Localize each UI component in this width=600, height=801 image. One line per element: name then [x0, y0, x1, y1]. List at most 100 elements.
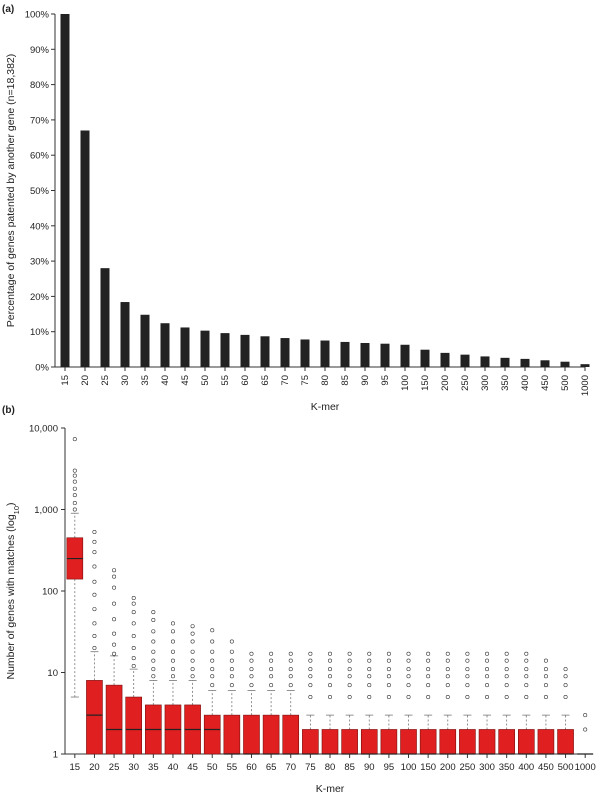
- panel-a-axes: 0% 10% 20% 30% 40% 50% 60% 70% 80% 90% 100% 15 20 25 3…: [25, 10, 591, 397]
- panel-b-outlier-point: [563, 667, 568, 672]
- panel-b-outlier-point: [347, 658, 352, 663]
- panel-b-box-group: [125, 596, 143, 755]
- panel-b-box-group: [517, 651, 535, 755]
- panel-a-x-tick-label: 500: [560, 375, 571, 391]
- panel-a-bar: [220, 333, 230, 367]
- panel-b-outlier-point: [229, 649, 234, 654]
- panel-a-bar: [80, 130, 90, 367]
- panel-b-outlier-point: [347, 674, 352, 679]
- panel-a-bar: [520, 358, 530, 367]
- panel-b-outlier-point: [308, 674, 313, 679]
- panel-b-outlier-point: [170, 649, 175, 654]
- panel-b-boxes: [66, 437, 594, 755]
- panel-b-box: [262, 714, 280, 755]
- panel-b-outlier-point: [308, 695, 313, 700]
- panel-a-x-tick-label: 30: [120, 375, 131, 386]
- panel-b-outlier-point: [170, 621, 175, 626]
- panel-a-x-tick-label: 45: [180, 375, 191, 386]
- panel-b-outlier-point: [524, 667, 529, 672]
- panel-b-box: [105, 684, 123, 755]
- panel-b-x-tick-label: 50: [207, 762, 218, 773]
- panel-b-box-group: [400, 651, 417, 755]
- panel-a-x-tick-label: 40: [160, 375, 171, 386]
- panel-b-y-axis-label: Number of genes with matches (log10): [5, 502, 21, 679]
- panel-b-outlier-point: [485, 674, 490, 679]
- panel-b-outlier-point: [190, 649, 195, 654]
- panel-b-outlier-point: [543, 674, 548, 679]
- panel-b-outlier-point: [563, 683, 568, 688]
- panel-b-box-group: [223, 639, 241, 755]
- panel-b-outlier-point: [151, 649, 156, 654]
- panel-a-bar: [280, 338, 290, 367]
- panel-b-outlier-point: [190, 674, 195, 679]
- panel-b-outlier-point: [112, 601, 117, 606]
- panel-b-outlier-point: [543, 658, 548, 663]
- panel-b-outlier-point: [190, 639, 195, 644]
- panel-b-outlier-point: [583, 713, 588, 718]
- panel-b-box: [341, 729, 358, 755]
- panel-a-x-tick-label: 250: [460, 375, 471, 391]
- panel-a-bar: [580, 364, 590, 367]
- panel-b-box-group: [419, 651, 437, 755]
- panel-b-box: [380, 729, 398, 755]
- panel-b-outlier-point: [151, 610, 156, 615]
- panel-a-x-tick-label: 25: [100, 375, 111, 386]
- panel-b-outlier-point: [308, 658, 313, 663]
- panel-b-outlier-point: [131, 645, 136, 650]
- panel-a-x-tick-label: 65: [260, 375, 271, 386]
- panel-b-x-tick-label: 150: [420, 762, 436, 773]
- panel-b-outlier-point: [269, 674, 274, 679]
- panel-a-bar: [500, 357, 510, 367]
- panel-b-box: [125, 696, 143, 755]
- panel-b-outlier-point: [131, 621, 136, 626]
- panel-b-outlier-point: [583, 727, 588, 732]
- panel-b-outlier-point: [131, 610, 136, 615]
- panel-a-bar-chart: (a) Percentage of genes patented by anot…: [2, 4, 591, 413]
- panel-b-outlier-point: [563, 674, 568, 679]
- panel-b-outlier-point: [210, 658, 215, 663]
- panel-b-box-group: [184, 624, 201, 755]
- panel-a-bar: [320, 340, 330, 367]
- panel-b-box-group: [203, 628, 221, 755]
- panel-b-outlier-point: [524, 695, 529, 700]
- panel-b-outlier-point: [347, 695, 352, 700]
- panel-b-y-tick-label: 1: [53, 750, 58, 761]
- panel-b-x-tick-label: 35: [148, 762, 159, 773]
- panel-a-y-tick-label: 10%: [30, 327, 50, 338]
- panel-b-outlier-point: [308, 683, 313, 688]
- panel-b-y-tick-label: 1,000: [34, 505, 58, 516]
- panel-b-outlier-point: [229, 667, 234, 672]
- panel-b-outlier-point: [210, 628, 215, 633]
- panel-a-bar: [420, 349, 430, 367]
- panel-b-outlier-point: [465, 683, 470, 688]
- panel-b-outlier-point: [445, 683, 450, 688]
- panel-b-outlier-point: [327, 667, 332, 672]
- panel-b-box-group: [321, 651, 339, 755]
- panel-a-x-tick-label: 70: [280, 375, 291, 386]
- panel-a-bar: [540, 360, 550, 367]
- panel-b-box: [419, 729, 437, 755]
- panel-b-outlier-point: [92, 607, 97, 612]
- panel-a-x-tick-label: 35: [140, 375, 151, 386]
- panel-b-outlier-point: [524, 674, 529, 679]
- panel-b-outlier-point: [504, 651, 509, 656]
- panel-a-y-tick-label: 0%: [35, 363, 49, 374]
- panel-b-outlier-point: [92, 634, 97, 639]
- panel-b-outlier-point: [72, 507, 77, 512]
- panel-a-x-axis-label: K-mer: [311, 401, 340, 413]
- panel-b-outlier-point: [249, 667, 254, 672]
- panel-b-outlier-point: [92, 564, 97, 569]
- panel-b-outlier-point: [170, 658, 175, 663]
- panel-a-y-tick-label: 20%: [30, 292, 50, 303]
- panel-a-x-tick-label: 200: [440, 375, 451, 391]
- panel-b-outlier-point: [406, 667, 411, 672]
- panel-b-outlier-point: [72, 437, 77, 442]
- panel-b-box-group: [66, 437, 84, 698]
- panel-b-outlier-point: [386, 667, 391, 672]
- panel-b-box: [557, 729, 574, 755]
- panel-b-outlier-point: [151, 629, 156, 634]
- panel-b-box-group: [86, 529, 103, 755]
- panel-b-x-tick-label: 60: [246, 762, 257, 773]
- panel-a-x-tick-label: 80: [320, 375, 331, 386]
- panel-b-outlier-point: [327, 695, 332, 700]
